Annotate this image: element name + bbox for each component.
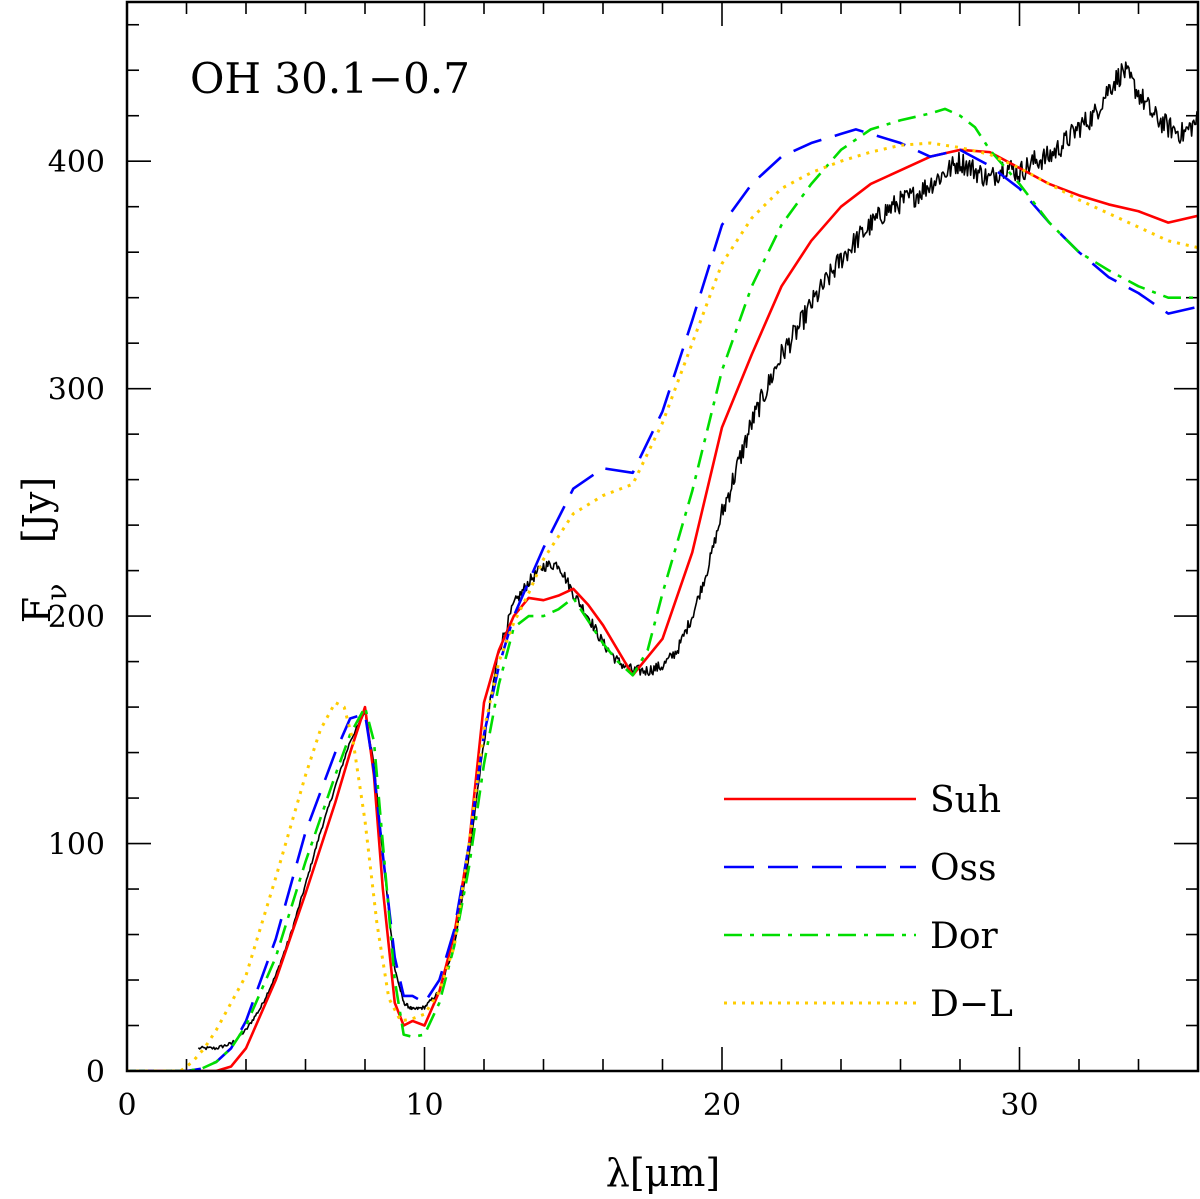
legend-label: D−L [930, 984, 1013, 1025]
y-tick-label: 400 [48, 145, 105, 180]
y-tick-label: 300 [48, 373, 105, 408]
y-axis-title: F ν [Jy] [15, 477, 73, 623]
series-layer [127, 61, 1198, 1071]
x-tick-label: 0 [117, 1088, 136, 1123]
legend-label: Suh [930, 780, 1001, 821]
y-tick-label: 200 [48, 600, 105, 635]
axis-ticks [126, 2, 1199, 1072]
series-line-oss [127, 128, 1198, 1071]
y-tick-label: 0 [86, 1055, 105, 1090]
x-tick-label: 30 [1000, 1088, 1038, 1123]
y-axis-title-subscript: ν [40, 583, 73, 600]
x-tick-label: 20 [703, 1088, 741, 1123]
y-tick-label: 100 [48, 828, 105, 863]
y-axis-title-unit: [Jy] [15, 477, 59, 543]
series-line-d-l [127, 141, 1198, 1071]
x-tick-label: 10 [405, 1088, 443, 1123]
plot-frame [125, 0, 1200, 1073]
legend-label: Oss [930, 848, 996, 889]
series-line-dor [127, 107, 1198, 1071]
x-axis-title: λ[μm] [606, 1151, 720, 1195]
chart-title: OH 30.1−0.7 [190, 54, 470, 103]
legend: Suh Oss Dor D−L [724, 780, 1013, 1025]
y-axis-title-main: F [15, 597, 59, 623]
legend-label: Dor [930, 916, 999, 957]
